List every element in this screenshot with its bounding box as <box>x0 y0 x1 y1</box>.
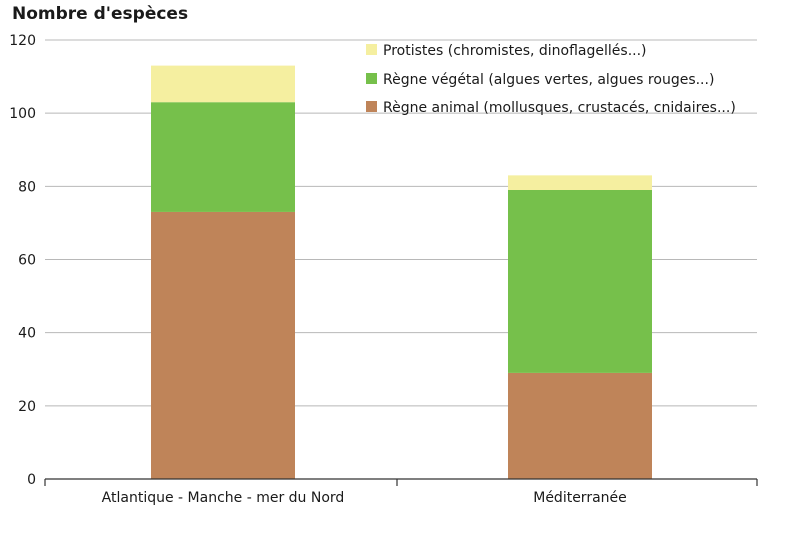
y-tick-label: 0 <box>27 472 36 488</box>
bars <box>151 65 652 480</box>
legend-label: Règne animal (mollusques, crustacés, cni… <box>383 100 736 116</box>
y-axis-title: Nombre d'espèces <box>12 4 188 24</box>
bar-segment <box>508 372 652 479</box>
y-tick-labels: 0 20 40 60 80 100 120 <box>9 33 36 488</box>
x-tick-labels: Atlantique - Manche - mer du Nord Méditer… <box>102 490 627 506</box>
bar-segment <box>508 189 652 373</box>
legend-swatch <box>366 44 377 55</box>
x-category-label: Méditerranée <box>533 490 627 506</box>
bar-segment <box>151 211 295 480</box>
legend-label: Protistes (chromistes, dinoflagellés...) <box>383 43 647 59</box>
y-tick-label: 20 <box>18 399 36 415</box>
y-tick-label: 100 <box>9 106 36 122</box>
y-tick-label: 40 <box>18 326 36 342</box>
bar-segment <box>151 102 295 212</box>
y-tick-label: 120 <box>9 33 36 49</box>
legend-swatch <box>366 73 377 84</box>
bar-segment <box>508 175 652 190</box>
x-axis <box>44 478 758 486</box>
legend: Protistes (chromistes, dinoflagellés...)… <box>366 43 736 116</box>
bar-segment <box>151 65 295 103</box>
legend-label: Règne végétal (algues vertes, algues rou… <box>383 72 714 88</box>
y-tick-label: 80 <box>18 179 36 195</box>
y-tick-label: 60 <box>18 253 36 269</box>
x-category-label: Atlantique - Manche - mer du Nord <box>102 490 345 506</box>
legend-swatch <box>366 101 377 112</box>
